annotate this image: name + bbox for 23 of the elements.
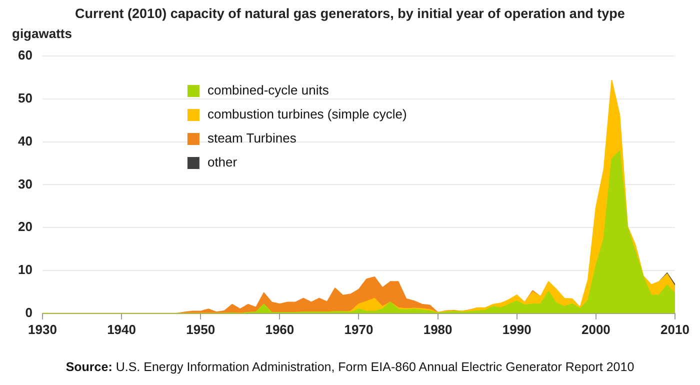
x-tick-label: 1980 bbox=[423, 322, 452, 337]
y-tick-label: 60 bbox=[18, 48, 32, 63]
x-tick-label: 1990 bbox=[502, 322, 532, 337]
legend-label: combustion turbines (simple cycle) bbox=[207, 106, 407, 122]
y-tick-label: 40 bbox=[18, 133, 32, 148]
y-tick-label: 50 bbox=[18, 90, 32, 106]
chart-title: Current (2010) capacity of natural gas generators, by initial year of operation and type bbox=[74, 6, 626, 21]
x-tick-label: 1940 bbox=[107, 322, 136, 337]
x-tick-label: 1970 bbox=[344, 322, 374, 337]
x-tick-label: 2010 bbox=[660, 322, 690, 337]
x-tick-label: 1960 bbox=[265, 322, 294, 337]
legend-label: steam Turbines bbox=[207, 130, 297, 146]
legend-label: combined-cycle units bbox=[207, 82, 330, 98]
x-tick-label: 1950 bbox=[186, 322, 216, 337]
y-axis-title: gigawatts bbox=[12, 26, 72, 42]
x-tick-label: 1930 bbox=[28, 322, 57, 337]
y-tick-label: 20 bbox=[18, 219, 32, 234]
source-note: Source: U.S. Energy Information Administration, Form EIA-860 Annual Electric Generator Report 2010 bbox=[64, 360, 636, 374]
y-tick-label: 0 bbox=[25, 304, 32, 320]
x-tick-label: 2000 bbox=[581, 322, 610, 337]
legend-label: other bbox=[207, 154, 238, 170]
y-tick-label: 10 bbox=[18, 262, 32, 278]
y-tick-label: 30 bbox=[18, 176, 32, 192]
